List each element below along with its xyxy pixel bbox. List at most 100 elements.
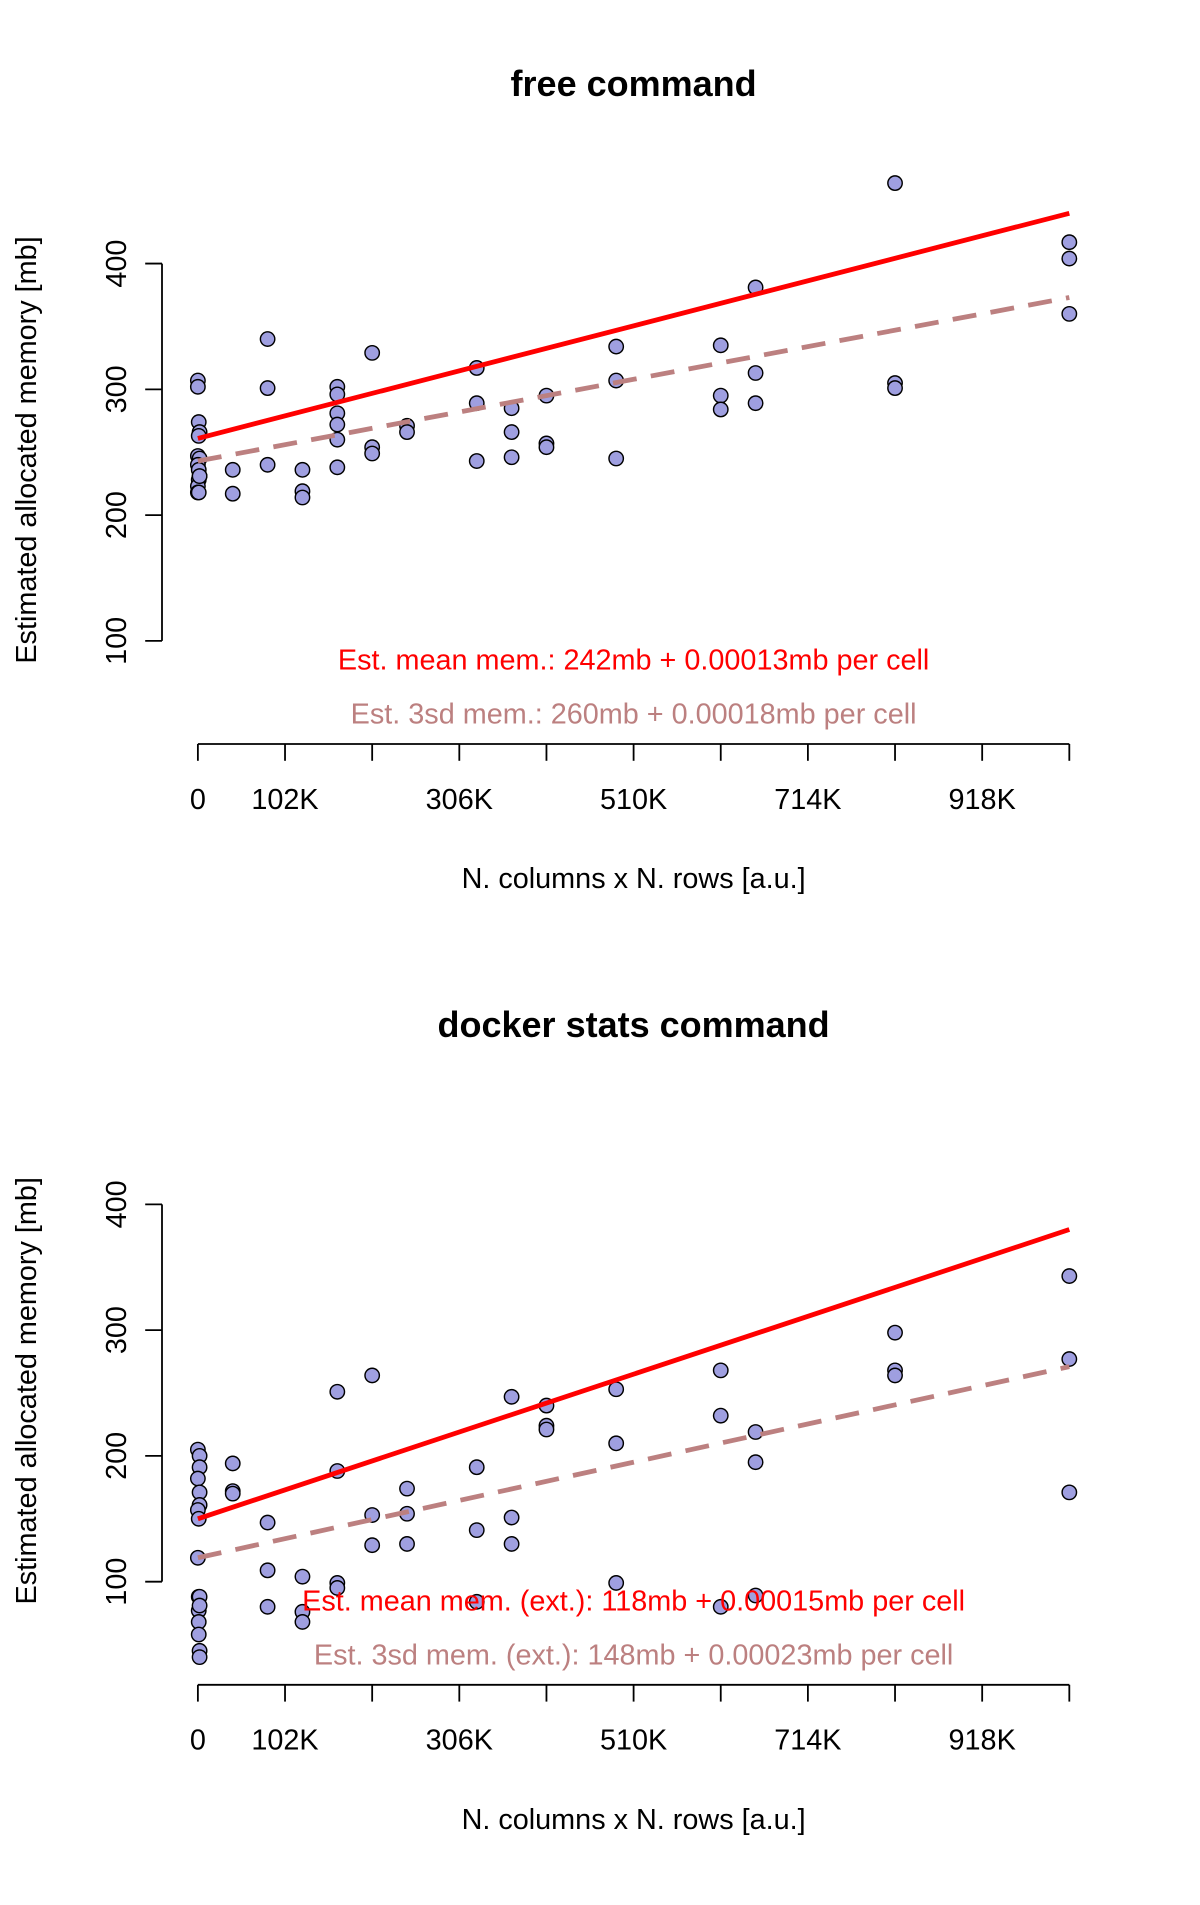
chart-title: docker stats command xyxy=(438,1004,830,1045)
point xyxy=(468,1459,485,1476)
point xyxy=(1061,1351,1078,1367)
y-tick-label: 200 xyxy=(101,491,133,539)
fit-line xyxy=(197,1227,1071,1522)
point xyxy=(468,453,485,469)
point xyxy=(712,387,729,404)
y-tick-label: 200 xyxy=(101,1432,133,1480)
point xyxy=(294,1568,311,1585)
point xyxy=(259,1562,276,1579)
x-axis-title: N. columns x N. rows [a.u.] xyxy=(462,1804,806,1836)
point xyxy=(364,445,381,462)
y-tick-label: 300 xyxy=(101,365,133,413)
point xyxy=(887,1367,903,1384)
point xyxy=(608,1381,625,1398)
point xyxy=(224,485,241,502)
point xyxy=(224,1455,241,1472)
x-tick-label: 102K xyxy=(251,784,318,816)
plot-area: free command 100 200 300 400 Estimated alloca… xyxy=(11,63,1078,1836)
fit-line xyxy=(197,295,1070,464)
x-tick-label: 0 xyxy=(190,784,206,816)
y-tick-label: 400 xyxy=(101,240,133,288)
point xyxy=(364,344,381,361)
x-tick-label: 510K xyxy=(600,784,667,816)
point xyxy=(712,1362,729,1379)
point xyxy=(887,175,903,192)
point xyxy=(259,380,276,397)
y-tick-label: 400 xyxy=(101,1180,133,1228)
fit-line xyxy=(197,210,1070,441)
annotation: Est. mean mem. (ext.): 118mb + 0.00015mb… xyxy=(302,1585,965,1617)
point xyxy=(189,1470,206,1487)
panel: docker stats command 100 200 300 400 Estimate… xyxy=(11,1004,1078,1836)
x-tick-label: 0 xyxy=(190,1725,206,1757)
point xyxy=(503,1536,520,1552)
x-tick-label: 306K xyxy=(426,1725,493,1757)
point xyxy=(329,1580,346,1596)
point xyxy=(259,331,276,347)
x-tick-label: 918K xyxy=(949,1725,1016,1757)
point xyxy=(608,338,625,355)
point xyxy=(747,395,764,412)
point xyxy=(1061,305,1078,322)
point xyxy=(399,424,415,441)
point xyxy=(294,1613,311,1630)
panel: free command 100 200 300 400 Estimated alloca… xyxy=(11,63,1078,895)
point xyxy=(503,1509,520,1526)
point xyxy=(224,1485,241,1502)
x-tick-label: 714K xyxy=(774,784,841,816)
point xyxy=(259,1514,276,1531)
x-tick-label: 918K xyxy=(949,784,1016,816)
point xyxy=(608,1435,625,1452)
point xyxy=(538,439,555,456)
point xyxy=(190,1626,207,1643)
point xyxy=(364,1537,381,1554)
point xyxy=(190,484,207,501)
point xyxy=(712,337,729,354)
fit-line xyxy=(197,1364,1070,1561)
point xyxy=(538,1421,555,1438)
point xyxy=(294,461,311,478)
x-tick-label: 714K xyxy=(774,1725,841,1757)
x-tick-label: 510K xyxy=(600,1725,667,1757)
point xyxy=(503,449,520,466)
point xyxy=(364,1367,381,1384)
point xyxy=(468,1522,485,1539)
point xyxy=(329,416,346,433)
y-axis-title: Estimated allocated memory [mb] xyxy=(11,1177,43,1604)
point xyxy=(1061,234,1078,251)
point xyxy=(191,1649,208,1666)
point xyxy=(747,365,764,381)
point xyxy=(399,1536,415,1552)
y-tick-label: 100 xyxy=(101,1558,133,1606)
point xyxy=(399,1480,415,1497)
x-tick-label: 306K xyxy=(426,784,493,816)
point xyxy=(259,456,276,473)
point xyxy=(712,401,729,418)
point xyxy=(224,461,241,478)
point xyxy=(887,1324,903,1341)
point xyxy=(747,1587,764,1604)
x-tick-label: 102K xyxy=(251,1725,318,1757)
annotation: Est. 3sd mem. (ext.): 148mb + 0.00023mb … xyxy=(314,1639,953,1671)
annotation: Est. mean mem.: 242mb + 0.00013mb per ce… xyxy=(338,645,929,677)
point xyxy=(608,450,625,467)
point xyxy=(1061,250,1078,267)
point xyxy=(329,1383,346,1400)
point xyxy=(503,1388,520,1405)
point xyxy=(747,1454,764,1471)
x-axis-title: N. columns x N. rows [a.u.] xyxy=(462,863,806,895)
annotation: Est. 3sd mem.: 260mb + 0.00018mb per cel… xyxy=(351,699,917,731)
point xyxy=(189,378,206,395)
point xyxy=(329,459,346,476)
point xyxy=(1061,1484,1078,1501)
point xyxy=(1061,1268,1078,1284)
point xyxy=(712,1598,729,1615)
point xyxy=(503,424,520,441)
point xyxy=(191,468,208,485)
y-tick-label: 300 xyxy=(101,1306,133,1354)
chart-title: free command xyxy=(511,63,757,104)
y-axis-title: Estimated allocated memory [mb] xyxy=(11,236,43,663)
point xyxy=(887,380,903,397)
